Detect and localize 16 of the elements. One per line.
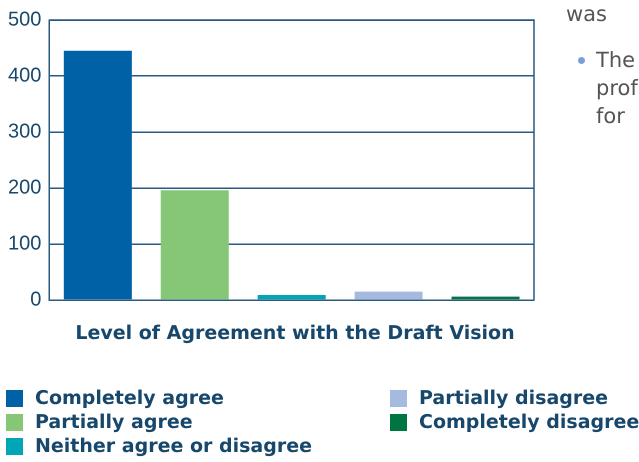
x-axis-title: Level of Agreement with the Draft Vision — [74, 322, 516, 344]
legend-label: Partially agree — [34, 410, 194, 434]
text: The — [596, 47, 636, 74]
text: for — [596, 103, 625, 130]
y-tick-label: 100 — [8, 232, 42, 255]
y-tick-label: 0 — [30, 288, 42, 311]
legend-label: Completely disagree — [418, 410, 639, 434]
y-tick-label: 500 — [8, 8, 42, 31]
text: was — [566, 1, 607, 28]
text: prof — [596, 75, 638, 102]
y-tick-label: 300 — [8, 120, 42, 143]
legend-label: Neither agree or disagree — [34, 434, 313, 458]
y-tick-label: 200 — [8, 176, 42, 199]
legend-label: Partially disagree — [418, 386, 610, 410]
y-tick-label: 400 — [8, 64, 42, 87]
legend-label: Completely agree — [34, 386, 225, 410]
